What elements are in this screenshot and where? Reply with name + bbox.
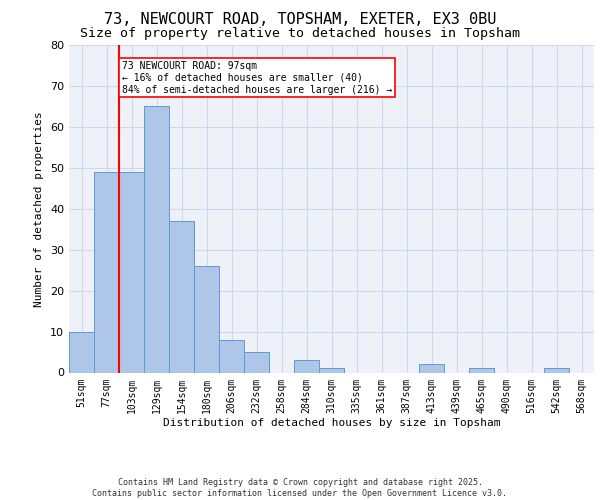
Bar xyxy=(194,266,219,372)
Bar xyxy=(469,368,494,372)
Bar xyxy=(94,172,119,372)
Bar xyxy=(544,368,569,372)
Bar xyxy=(319,368,344,372)
Bar xyxy=(119,172,144,372)
X-axis label: Distribution of detached houses by size in Topsham: Distribution of detached houses by size … xyxy=(163,418,500,428)
Bar xyxy=(69,332,94,372)
Text: 73 NEWCOURT ROAD: 97sqm
← 16% of detached houses are smaller (40)
84% of semi-de: 73 NEWCOURT ROAD: 97sqm ← 16% of detache… xyxy=(121,62,392,94)
Bar xyxy=(244,352,269,372)
Text: 73, NEWCOURT ROAD, TOPSHAM, EXETER, EX3 0BU: 73, NEWCOURT ROAD, TOPSHAM, EXETER, EX3 … xyxy=(104,12,496,28)
Y-axis label: Number of detached properties: Number of detached properties xyxy=(34,111,44,306)
Bar xyxy=(294,360,319,372)
Bar xyxy=(219,340,244,372)
Bar xyxy=(419,364,444,372)
Bar xyxy=(144,106,169,372)
Text: Size of property relative to detached houses in Topsham: Size of property relative to detached ho… xyxy=(80,28,520,40)
Bar xyxy=(169,221,194,372)
Text: Contains HM Land Registry data © Crown copyright and database right 2025.
Contai: Contains HM Land Registry data © Crown c… xyxy=(92,478,508,498)
